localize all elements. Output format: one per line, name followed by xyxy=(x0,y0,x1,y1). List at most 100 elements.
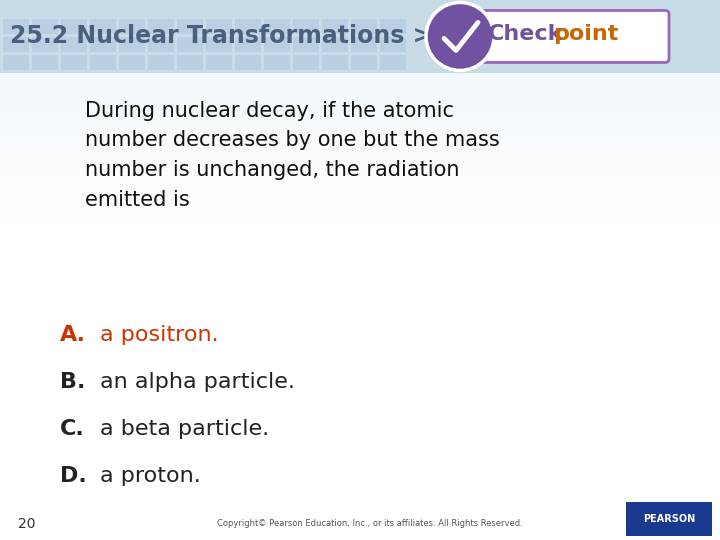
Bar xyxy=(0,117,720,118)
FancyBboxPatch shape xyxy=(60,54,87,70)
Bar xyxy=(0,167,720,169)
Bar xyxy=(0,148,720,150)
Bar xyxy=(0,115,720,117)
Bar xyxy=(0,164,720,166)
Bar xyxy=(0,220,720,221)
Text: Check: Check xyxy=(488,24,563,44)
Bar xyxy=(0,204,720,205)
Bar xyxy=(0,187,720,188)
Bar xyxy=(0,146,720,148)
FancyBboxPatch shape xyxy=(205,36,232,52)
FancyBboxPatch shape xyxy=(205,54,232,70)
Bar xyxy=(0,160,720,161)
Text: a beta particle.: a beta particle. xyxy=(100,419,269,439)
Bar xyxy=(0,163,720,164)
Bar xyxy=(0,156,720,157)
Bar xyxy=(0,73,720,75)
FancyBboxPatch shape xyxy=(176,36,203,52)
Bar xyxy=(0,137,720,139)
Bar xyxy=(0,214,720,215)
Bar xyxy=(0,152,720,154)
FancyBboxPatch shape xyxy=(2,36,29,52)
Bar xyxy=(0,215,720,217)
FancyBboxPatch shape xyxy=(292,36,319,52)
Bar xyxy=(0,183,720,184)
Bar xyxy=(0,102,720,103)
Bar xyxy=(0,169,720,171)
Bar xyxy=(0,188,720,190)
Bar xyxy=(0,185,720,187)
FancyBboxPatch shape xyxy=(321,18,348,34)
Bar xyxy=(0,113,720,115)
FancyBboxPatch shape xyxy=(176,54,203,70)
Bar xyxy=(0,184,720,185)
Bar xyxy=(0,107,720,109)
Text: B.: B. xyxy=(60,372,86,392)
Bar xyxy=(0,212,720,214)
Bar xyxy=(0,205,720,206)
Bar xyxy=(0,94,720,96)
Bar xyxy=(0,79,720,80)
Bar xyxy=(0,218,720,220)
Bar xyxy=(0,171,720,172)
Bar xyxy=(0,139,720,140)
Bar xyxy=(0,199,720,200)
Bar xyxy=(0,123,720,124)
FancyBboxPatch shape xyxy=(118,54,145,70)
Bar xyxy=(0,161,720,163)
Bar xyxy=(0,98,720,100)
Bar xyxy=(0,91,720,92)
Text: A.: A. xyxy=(60,325,86,345)
Bar xyxy=(0,178,720,179)
FancyBboxPatch shape xyxy=(263,18,290,34)
Bar xyxy=(0,154,720,156)
Text: During nuclear decay, if the atomic
number decreases by one but the mass
number : During nuclear decay, if the atomic numb… xyxy=(85,101,500,210)
Bar xyxy=(0,210,720,211)
Bar xyxy=(0,109,720,110)
Bar xyxy=(0,194,720,196)
Bar xyxy=(0,145,720,146)
Bar xyxy=(0,80,720,82)
Bar xyxy=(0,144,720,145)
FancyBboxPatch shape xyxy=(0,0,720,73)
Text: D.: D. xyxy=(60,466,86,486)
Bar xyxy=(0,206,720,208)
Bar xyxy=(0,106,720,107)
FancyBboxPatch shape xyxy=(321,36,348,52)
FancyBboxPatch shape xyxy=(60,18,87,34)
Bar xyxy=(0,142,720,144)
Bar xyxy=(0,208,720,210)
Bar xyxy=(0,127,720,129)
Bar xyxy=(0,211,720,212)
Bar xyxy=(0,181,720,183)
FancyBboxPatch shape xyxy=(292,54,319,70)
FancyBboxPatch shape xyxy=(147,36,174,52)
Bar xyxy=(0,172,720,173)
Bar xyxy=(0,119,720,121)
FancyBboxPatch shape xyxy=(118,36,145,52)
Text: C.: C. xyxy=(60,419,85,439)
Bar xyxy=(0,151,720,152)
Bar xyxy=(0,96,720,97)
Bar xyxy=(0,157,720,158)
Bar xyxy=(0,103,720,104)
Bar xyxy=(0,92,720,94)
Bar xyxy=(0,158,720,160)
FancyBboxPatch shape xyxy=(2,54,29,70)
FancyBboxPatch shape xyxy=(350,54,377,70)
Bar xyxy=(0,77,720,79)
Bar xyxy=(0,76,720,77)
Bar xyxy=(0,217,720,218)
Bar xyxy=(0,97,720,98)
Bar xyxy=(0,198,720,199)
Bar xyxy=(0,133,720,134)
Bar xyxy=(0,193,720,194)
Bar xyxy=(0,140,720,142)
Bar xyxy=(0,177,720,178)
Bar xyxy=(0,202,720,204)
FancyBboxPatch shape xyxy=(379,18,406,34)
FancyBboxPatch shape xyxy=(263,36,290,52)
FancyBboxPatch shape xyxy=(2,18,29,34)
Bar xyxy=(0,86,720,88)
Bar xyxy=(0,75,720,76)
